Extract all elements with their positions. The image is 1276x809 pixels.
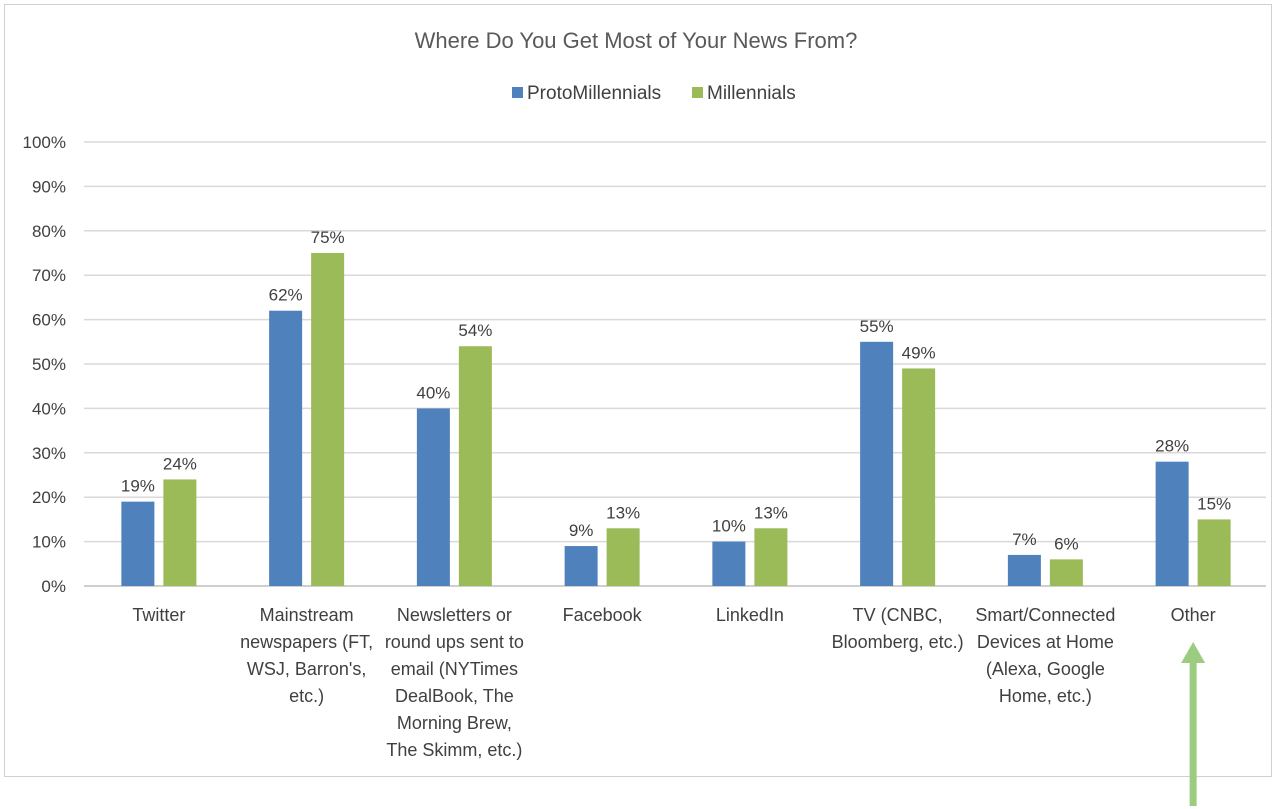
x-category-label-line: Twitter <box>132 605 185 625</box>
x-category-label: Facebook <box>563 605 643 625</box>
data-label: 9% <box>569 521 594 540</box>
x-category-label: Mainstream newspapers (FT, WSJ, Barron's, e… <box>240 605 373 706</box>
x-category-label-line: Facebook <box>563 605 643 625</box>
bar <box>311 253 345 586</box>
legend-swatch <box>512 87 523 98</box>
y-tick-label: 0% <box>41 577 66 596</box>
x-category-label-line: (Alexa, Google <box>986 659 1105 679</box>
x-category-label-line: The Skimm, etc.) <box>386 740 522 760</box>
bar <box>1049 559 1083 586</box>
bar <box>712 541 746 586</box>
legend: ProtoMillennials Millennials <box>512 83 796 104</box>
data-label: 62% <box>269 286 303 305</box>
x-category-label-line: Mainstream <box>260 605 354 625</box>
annotation <box>1181 642 1206 806</box>
y-tick-label: 90% <box>32 177 66 196</box>
legend-label: ProtoMillennials <box>527 83 661 104</box>
data-label: 28% <box>1155 437 1189 456</box>
x-category-label: TV (CNBC, Bloomberg, etc.) <box>832 605 964 652</box>
bar <box>902 368 936 586</box>
bars <box>121 253 1231 586</box>
x-category-label-line: TV (CNBC, <box>853 605 943 625</box>
y-tick-label: 60% <box>32 311 66 330</box>
bar <box>606 528 640 586</box>
x-category-label-line: Smart/Connected <box>975 605 1115 625</box>
x-category-label-line: newspapers (FT, <box>240 632 373 652</box>
x-category-label: Smart/Connected Devices at Home (Alexa, Go… <box>975 605 1115 706</box>
bar <box>458 346 492 586</box>
bar <box>564 546 598 586</box>
y-tick-label: 80% <box>32 222 66 241</box>
legend-label: Millennials <box>707 83 796 104</box>
data-labels: 19% 24% 62% 75% 40% 54% 9% 13% 10% 13% 55% 49% 7% 6% 2… <box>121 228 1231 553</box>
x-category-label: Newsletters or round ups sent to email (NY… <box>385 605 524 760</box>
x-category-label-line: Home, etc.) <box>999 686 1092 706</box>
data-label: 10% <box>712 517 746 536</box>
bar <box>1007 554 1041 586</box>
data-label: 15% <box>1197 494 1231 513</box>
y-tick-label: 20% <box>32 488 66 507</box>
y-tick-label: 40% <box>32 399 66 418</box>
chart-title: Where Do You Get Most of Your News From? <box>415 28 858 53</box>
bar <box>121 501 155 586</box>
data-label: 75% <box>311 228 345 247</box>
data-label: 13% <box>606 503 640 522</box>
data-label: 55% <box>860 317 894 336</box>
x-category-label-line: etc.) <box>289 686 324 706</box>
data-label: 40% <box>416 383 450 402</box>
x-category-label: Twitter <box>132 605 185 625</box>
bar <box>860 341 894 586</box>
data-label: 24% <box>163 454 197 473</box>
data-label: 6% <box>1054 534 1079 553</box>
data-label: 13% <box>754 503 788 522</box>
data-label: 7% <box>1012 530 1037 549</box>
bar <box>416 408 450 586</box>
x-category-label-line: Devices at Home <box>977 632 1114 652</box>
bar <box>754 528 788 586</box>
data-label: 54% <box>458 321 492 340</box>
x-category-label-line: Bloomberg, etc.) <box>832 632 964 652</box>
bar <box>269 310 303 586</box>
data-label: 19% <box>121 477 155 496</box>
x-category-label-line: LinkedIn <box>716 605 784 625</box>
arrow-head <box>1181 642 1206 663</box>
y-tick-label: 70% <box>32 266 66 285</box>
bar <box>163 479 197 586</box>
y-tick-label: 10% <box>32 533 66 552</box>
y-tick-label: 50% <box>32 355 66 374</box>
x-category-label-line: Newsletters or <box>397 605 512 625</box>
y-axis: 0% 10% 20% 30% 40% 50% 60% 70% 80% 90% 100% <box>23 133 66 596</box>
data-label: 49% <box>902 343 936 362</box>
bar <box>1197 519 1231 586</box>
x-category-label-line: WSJ, Barron's, <box>247 659 366 679</box>
bar <box>1155 461 1189 586</box>
legend-swatch <box>692 87 703 98</box>
y-tick-label: 100% <box>23 133 66 152</box>
x-axis: Twitter Mainstream newspapers (FT, WSJ, Bar… <box>132 605 1215 760</box>
x-category-label-line: DealBook, The <box>395 686 514 706</box>
x-category-label-line: round ups sent to <box>385 632 524 652</box>
x-category-label-line: Other <box>1171 605 1216 625</box>
x-category-label-line: email (NYTimes <box>391 659 518 679</box>
x-category-label: LinkedIn <box>716 605 784 625</box>
y-tick-label: 30% <box>32 444 66 463</box>
x-category-label-line: Morning Brew, <box>397 713 512 733</box>
x-category-label: Other <box>1171 605 1216 625</box>
gridlines <box>84 141 1266 587</box>
chart-frame <box>4 4 1272 777</box>
